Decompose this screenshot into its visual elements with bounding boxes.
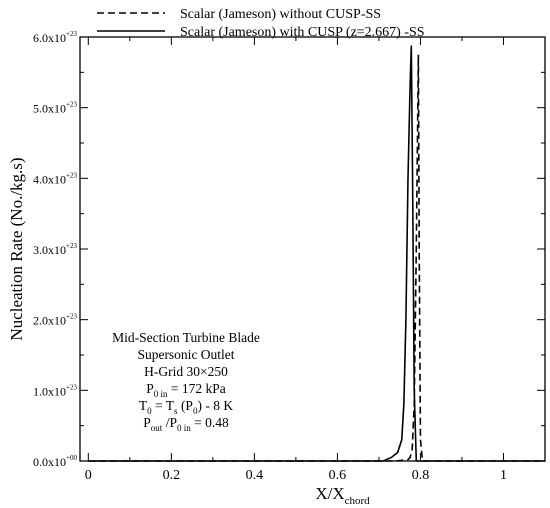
legend-label: Scalar (Jameson) without CUSP-SS (180, 7, 381, 22)
t0-paren: (P (178, 398, 193, 413)
x-tick-label: 0.4 (246, 468, 264, 483)
annotation-box: Mid-Section Turbine Blade Supersonic Outl… (112, 330, 260, 433)
x-axis-title: X/Xchord (315, 484, 370, 507)
y-tick-label: 3.0x10+23 (33, 242, 77, 257)
series-line (88, 45, 545, 462)
y-tick-mantissa: 1.0x10 (33, 384, 66, 398)
pr-value: = 0.48 (191, 415, 229, 430)
y-tick-mantissa: 3.0x10 (33, 243, 66, 257)
series-line (88, 54, 545, 462)
annotation-line-4: P0 in = 172 kPa (146, 381, 226, 399)
annotation-line-5: T0 = Ts (P0) - 8 K (139, 398, 233, 416)
t0-sub: 0 (147, 406, 152, 416)
annotation-line-3: H-Grid 30×250 (144, 364, 228, 379)
p0-value: = 172 kPa (168, 381, 226, 396)
x-tick-label: 0.8 (412, 468, 430, 483)
legend-label: Scalar (Jameson) with CUSP (z=2.667) -SS (180, 25, 425, 40)
y-tick-label: 5.0x10+23 (33, 101, 77, 116)
y-axis-title: Nucleation Rate (No./kg.s) (7, 157, 26, 340)
x-tick-label: 0.6 (329, 468, 347, 483)
annotation-line-6: Pout /P0 in = 0.48 (143, 415, 229, 433)
y-tick-mantissa: 2.0x10 (33, 314, 66, 328)
y-tick-exponent: +23 (66, 101, 77, 109)
y-tick-label: 1.0x10+23 (33, 383, 77, 398)
y-tick-label: 6.0x10+23 (33, 30, 77, 45)
y-tick-exponent: +23 (66, 313, 77, 321)
pr-mid: /P (162, 415, 177, 430)
t0-mid: = T (152, 398, 175, 413)
x-tick-label: 1 (500, 468, 507, 483)
ts-sub: s (174, 406, 178, 416)
y-tick-label: 4.0x10+23 (33, 171, 77, 186)
y-tick-mantissa: 0.0x10 (33, 455, 66, 469)
y-tick-exponent: +00 (66, 454, 77, 462)
x-tick-label: 0.2 (163, 468, 181, 483)
y-tick-mantissa: 4.0x10 (33, 172, 66, 186)
y-tick-mantissa: 5.0x10 (33, 102, 66, 116)
y-tick-exponent: +23 (66, 242, 77, 250)
y-tick-label: 0.0x10+00 (33, 454, 77, 469)
y-tick-mantissa: 6.0x10 (33, 31, 66, 45)
t0-psub: 0 (193, 406, 198, 416)
y-tick-exponent: +23 (66, 383, 77, 391)
x-axis-title-main: X/X (315, 484, 344, 503)
t0-label: T (139, 398, 148, 413)
t0-tail: ) - 8 K (197, 398, 233, 413)
series-layer (88, 45, 545, 462)
pr-sub2: 0 in (177, 423, 191, 433)
y-tick-exponent: +23 (66, 171, 77, 179)
annotation-line-1: Mid-Section Turbine Blade (112, 330, 260, 345)
x-tick-label: 0 (85, 468, 92, 483)
y-tick-label: 2.0x10+23 (33, 313, 77, 328)
plot-frame (79, 36, 546, 462)
x-axis-title-sub: chord (345, 495, 371, 507)
axes-layer: 0 0.2 0.4 0.6 0.8 10.0x10+001.0x10+232.0x10+2… (7, 30, 546, 507)
annotation-line-2: Supersonic Outlet (137, 347, 234, 362)
p0-label: P (146, 381, 154, 396)
y-tick-exponent: +23 (66, 30, 77, 38)
pr-sub: out (151, 423, 163, 433)
p0-sub: 0 in (154, 389, 168, 399)
legend: Scalar (Jameson) without CUSP-SS Scalar (… (97, 7, 425, 40)
pr-label: P (143, 415, 151, 430)
